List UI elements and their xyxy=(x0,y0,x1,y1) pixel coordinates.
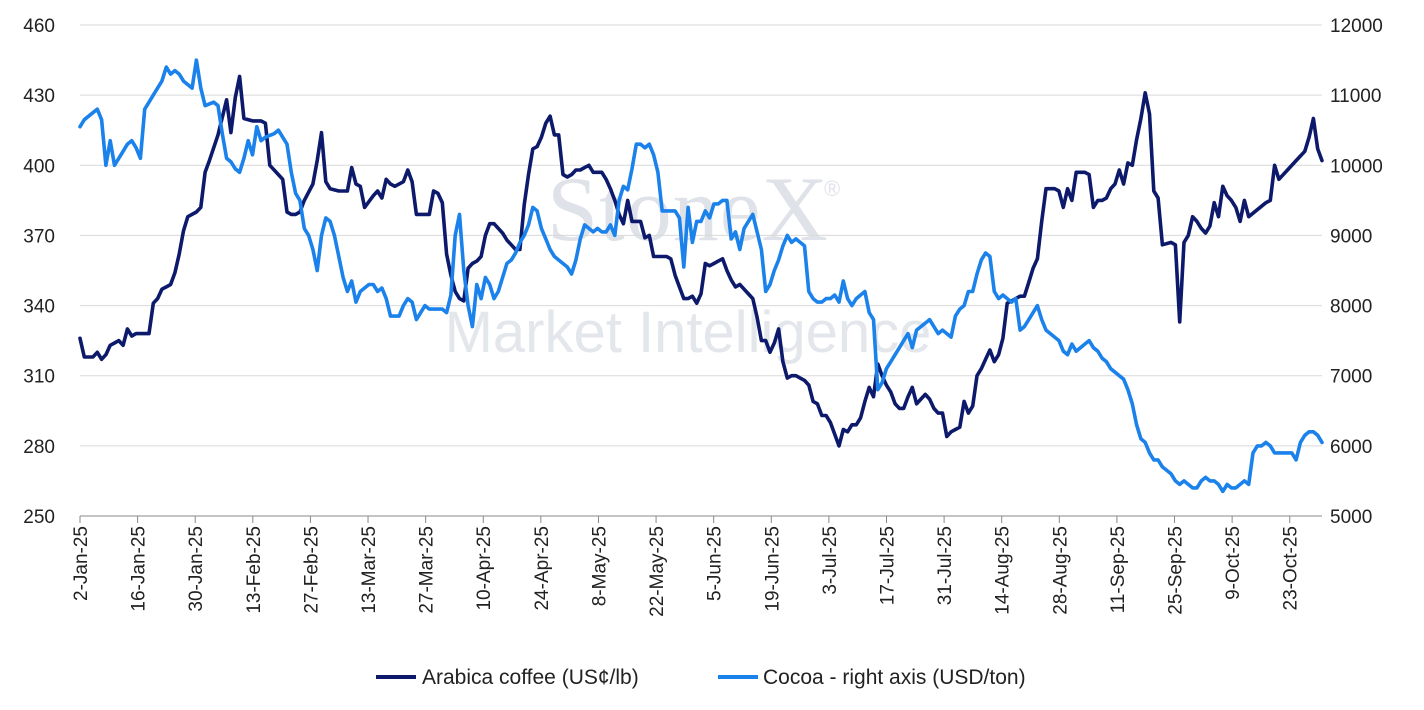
x-tick-label: 17-Jul-25 xyxy=(877,526,898,605)
y-left-tick-label: 280 xyxy=(23,437,55,458)
gridlines xyxy=(80,24,1322,447)
y-right-tick-label: 7000 xyxy=(1330,367,1372,388)
y-right-tick-label: 10000 xyxy=(1330,156,1383,177)
watermark: StoneX Market Intelligence ® xyxy=(445,158,932,365)
watermark-subtitle: Market Intelligence xyxy=(445,300,932,365)
x-tick-label: 23-Oct-25 xyxy=(1281,526,1302,610)
x-tick-label: 5-Jun-25 xyxy=(705,526,726,601)
x-tick-label: 8-May-25 xyxy=(589,526,610,606)
x-tick-label: 14-Aug-25 xyxy=(993,526,1014,615)
x-tick-label: 13-Mar-25 xyxy=(359,526,380,614)
y-left-tick-label: 370 xyxy=(23,226,55,247)
series-lines xyxy=(78,58,1324,494)
watermark-registered-mark: ® xyxy=(824,176,840,201)
x-tick-label: 9-Oct-25 xyxy=(1223,526,1244,600)
x-tick-label: 11-Sep-25 xyxy=(1108,526,1129,613)
x-tick-label: 3-Jul-25 xyxy=(820,526,841,595)
x-tick-label: 10-Apr-25 xyxy=(474,526,495,611)
legend: Arabica coffee (US¢/lb) Cocoa - right ax… xyxy=(376,666,1026,689)
axes: 250 5000 280 6000 310 7000 340 8000 370 9000 400 10… xyxy=(23,16,1383,617)
series-line-cocoa xyxy=(78,58,1324,494)
x-tick-label: 28-Aug-25 xyxy=(1050,526,1071,615)
legend-label-cocoa: Cocoa - right axis (USD/ton) xyxy=(763,666,1026,689)
y-left-tick-label: 460 xyxy=(23,16,55,37)
x-tick-label: 30-Jan-25 xyxy=(186,526,207,612)
y-left-tick-label: 400 xyxy=(23,156,55,177)
y-left-tick-label: 430 xyxy=(23,86,55,107)
x-tick-label: 16-Jan-25 xyxy=(129,526,150,612)
y-left-tick-label: 340 xyxy=(23,297,55,318)
y-right-tick-label: 11000 xyxy=(1330,86,1381,107)
x-tick-label: 2-Jan-25 xyxy=(71,526,92,601)
x-tick-label: 31-Jul-25 xyxy=(935,526,956,605)
y-right-tick-label: 12000 xyxy=(1330,16,1383,37)
y-left-tick-label: 250 xyxy=(23,507,55,528)
x-tick-label: 25-Sep-25 xyxy=(1166,526,1187,615)
y-right-tick-label: 6000 xyxy=(1330,437,1372,458)
y-right-tick-label: 9000 xyxy=(1330,226,1372,247)
x-tick-label: 27-Feb-25 xyxy=(301,526,322,614)
legend-label-arabica: Arabica coffee (US¢/lb) xyxy=(422,666,639,689)
x-tick-label: 27-Mar-25 xyxy=(417,526,438,614)
y-right-tick-label: 8000 xyxy=(1330,297,1372,318)
series-line-arabica xyxy=(78,74,1324,448)
x-tick-label: 22-May-25 xyxy=(647,526,668,617)
x-tick-label: 19-Jun-25 xyxy=(762,526,783,612)
x-tick-label: 13-Feb-25 xyxy=(244,526,265,614)
y-right-tick-label: 5000 xyxy=(1330,507,1372,528)
x-tick-label: 24-Apr-25 xyxy=(532,526,553,611)
y-left-tick-label: 310 xyxy=(23,367,55,388)
